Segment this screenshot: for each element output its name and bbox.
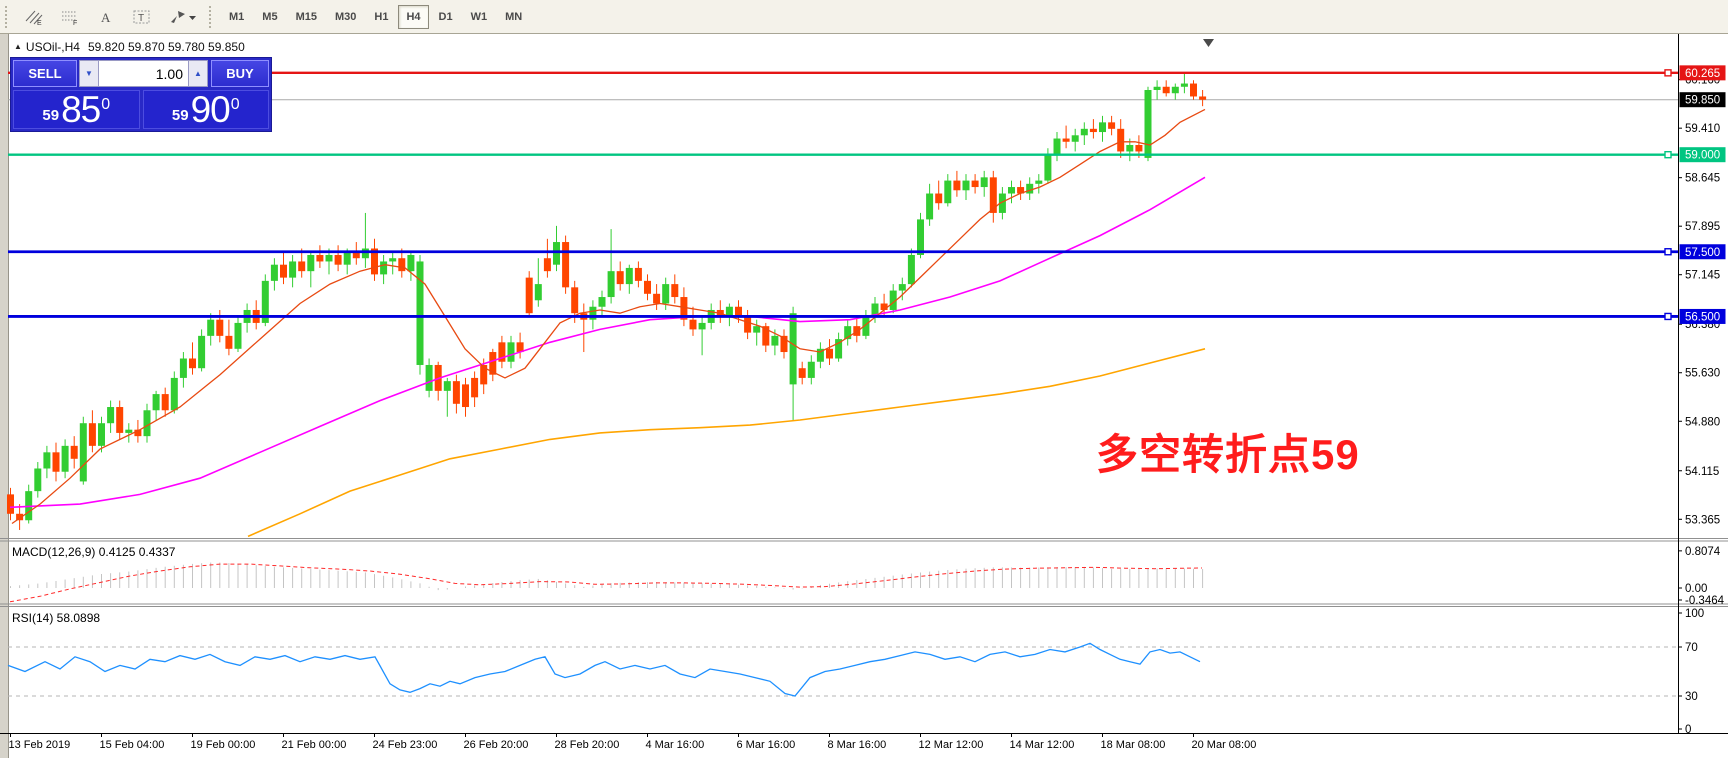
ma-mid-line [9, 176, 1206, 509]
rsi-line [7, 642, 1201, 697]
volume-decrease-button[interactable]: ▼ [79, 60, 99, 87]
macd-panel: MACD(12,26,9) 0.4125 0.4337 [9, 545, 1204, 603]
svg-text:A: A [101, 10, 111, 25]
svg-text:28 Feb 20:00: 28 Feb 20:00 [555, 739, 620, 751]
buy-price-prefix: 59 [171, 107, 189, 124]
toolbar-grip[interactable] [209, 5, 215, 28]
price-badge [1679, 65, 1726, 81]
svg-text:19 Feb 00:00: 19 Feb 00:00 [191, 739, 256, 751]
tab-timeframe-M30[interactable]: M30 [334, 10, 357, 23]
buy-button[interactable]: BUY [211, 60, 269, 87]
volume-increase-button[interactable]: ▲ [188, 60, 208, 87]
ma-slow-line [247, 348, 1206, 538]
svg-text:13 Feb 2019: 13 Feb 2019 [9, 739, 71, 751]
svg-text:21 Feb 00:00: 21 Feb 00:00 [282, 739, 347, 751]
text-tool-icon[interactable]: A [89, 4, 123, 30]
timeframe-group: M1 M5 M15 M30 H1 H4 D1 W1 MN [220, 4, 531, 29]
svg-text:12 Mar 12:00: 12 Mar 12:00 [919, 739, 984, 751]
svg-text:59.410: 59.410 [1685, 123, 1720, 135]
sell-price-prefix: 59 [42, 107, 60, 124]
svg-text:T: T [138, 13, 144, 24]
buy-price-sup: 0 [230, 96, 240, 113]
tab-timeframe-W1[interactable]: W1 [470, 10, 488, 23]
price-badge [1679, 92, 1726, 108]
svg-text:14 Mar 12:00: 14 Mar 12:00 [1010, 739, 1075, 751]
svg-text:0.00: 0.00 [1685, 583, 1707, 595]
sell-price-sup: 0 [101, 96, 111, 113]
svg-text:18 Mar 08:00: 18 Mar 08:00 [1101, 739, 1166, 751]
one-click-trading-panel: SELL ▼ ▲ BUY 59 85 0 59 90 0 [10, 57, 272, 132]
svg-text:59.850: 59.850 [1685, 95, 1720, 107]
horizontal-lines-layer [8, 69, 1678, 321]
buy-price-main: 90 [190, 88, 231, 130]
rsi-panel: RSI(14) 58.0898 [7, 611, 1678, 697]
buy-price-display[interactable]: 59 90 0 [142, 88, 269, 130]
arrows-tool-icon[interactable] [161, 4, 203, 30]
sell-price-main: 85 [61, 88, 101, 130]
label-tool-icon[interactable]: T [125, 4, 159, 30]
channel-tool-icon[interactable]: E [17, 4, 51, 30]
svg-text:57.145: 57.145 [1685, 270, 1720, 282]
svg-text:15 Feb 04:00: 15 Feb 04:00 [100, 739, 165, 751]
window-left-edge [0, 33, 8, 758]
svg-text:59.000: 59.000 [1685, 150, 1720, 162]
toolbar-grip[interactable] [5, 5, 11, 28]
symbol-marker-icon: ▲ [14, 42, 22, 51]
fibonacci-tool-icon[interactable]: F [53, 4, 87, 30]
svg-text:0: 0 [1685, 724, 1691, 736]
svg-text:26 Feb 20:00: 26 Feb 20:00 [464, 739, 529, 751]
svg-text:0.8074: 0.8074 [1685, 546, 1721, 558]
rsi-label: RSI(14) 58.0898 [12, 611, 100, 625]
svg-text:54.115: 54.115 [1685, 466, 1719, 478]
svg-text:6 Mar 16:00: 6 Mar 16:00 [737, 739, 796, 751]
tab-timeframe-M15[interactable]: M15 [295, 10, 317, 23]
ma-fast-line [11, 108, 1206, 525]
svg-text:E: E [37, 20, 42, 26]
price-badge [1679, 244, 1726, 260]
macd-label: MACD(12,26,9) 0.4125 0.4337 [12, 545, 176, 559]
svg-text:30: 30 [1685, 691, 1698, 703]
svg-text:20 Mar 08:00: 20 Mar 08:00 [1192, 739, 1257, 751]
price-badge [1679, 147, 1726, 163]
svg-text:100: 100 [1685, 608, 1704, 620]
sell-price-display[interactable]: 59 85 0 [13, 90, 140, 129]
toolbar: E F A T M1 M5 M15 M30 H1 H4 D1 W1 MN [0, 0, 1728, 34]
tab-timeframe-H1[interactable]: H1 [374, 10, 389, 23]
price-axis: 60.16059.41058.64557.89557.14556.38055.6… [1678, 34, 1726, 736]
tab-timeframe-D1[interactable]: D1 [438, 10, 453, 23]
svg-text:-0.3464: -0.3464 [1685, 595, 1725, 607]
candles-layer [7, 72, 1207, 530]
volume-input[interactable] [99, 60, 188, 87]
svg-text:4 Mar 16:00: 4 Mar 16:00 [646, 739, 705, 751]
svg-text:54.880: 54.880 [1685, 416, 1720, 428]
price-badge [1679, 308, 1726, 324]
svg-text:24 Feb 23:00: 24 Feb 23:00 [373, 739, 438, 751]
svg-text:8 Mar 16:00: 8 Mar 16:00 [828, 739, 887, 751]
svg-text:55.630: 55.630 [1685, 368, 1720, 380]
tab-timeframe-H4[interactable]: H4 [398, 4, 429, 29]
tab-timeframe-MN[interactable]: MN [505, 10, 523, 23]
svg-text:F: F [73, 20, 77, 26]
svg-text:57.500: 57.500 [1685, 247, 1720, 259]
annotation-text: 多空转折点59 [1096, 431, 1360, 478]
tab-timeframe-M1[interactable]: M1 [229, 10, 245, 23]
scroll-end-triangle-icon [1203, 39, 1214, 47]
tab-timeframe-M5[interactable]: M5 [262, 10, 278, 23]
svg-text:57.895: 57.895 [1685, 221, 1720, 233]
svg-text:58.645: 58.645 [1685, 173, 1720, 185]
svg-text:70: 70 [1685, 642, 1698, 654]
symbol-label: USOil-,H4 [25, 40, 80, 54]
chart-title: ▲ USOil-,H4 59.820 59.870 59.780 59.850 [14, 40, 245, 54]
svg-text:53.365: 53.365 [1685, 514, 1720, 526]
time-axis: 13 Feb 2019 15 Feb 04:00 19 Feb 00:00 21 Fe… [0, 733, 1728, 751]
macd-signal-line [9, 563, 1203, 603]
svg-text:56.500: 56.500 [1685, 311, 1720, 323]
svg-text:60.265: 60.265 [1685, 68, 1720, 80]
ohlc-values: 59.820 59.870 59.780 59.850 [87, 40, 245, 54]
sell-button[interactable]: SELL [13, 60, 77, 87]
